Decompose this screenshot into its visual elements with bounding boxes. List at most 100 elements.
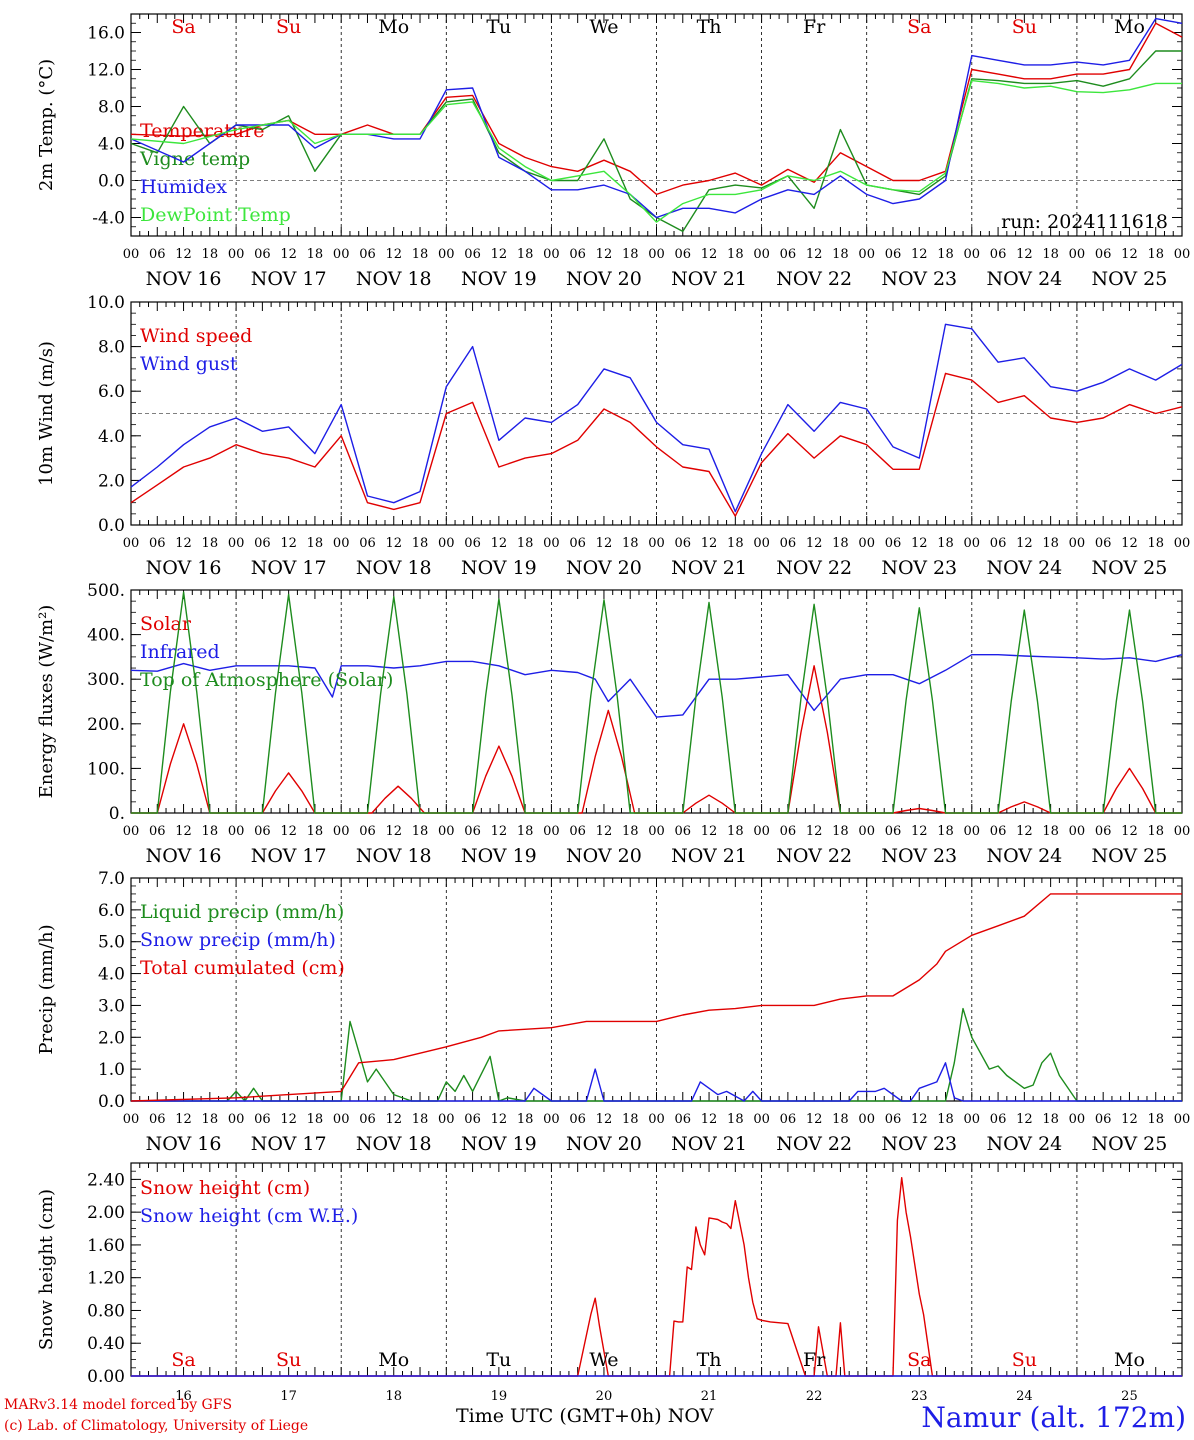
y-tick-label: 1.0 — [98, 1060, 125, 1080]
hour-label: 12 — [596, 247, 613, 262]
hour-label: 18 — [622, 247, 639, 262]
hour-label: 06 — [149, 536, 166, 551]
hour-label: 12 — [1016, 1112, 1033, 1127]
hour-label: 00 — [543, 247, 560, 262]
day-of-week-label: Th — [697, 16, 722, 38]
hour-label: 00 — [123, 824, 140, 839]
hour-label: 06 — [359, 824, 376, 839]
date-label: NOV 16 — [146, 268, 222, 290]
hour-label: 00 — [123, 536, 140, 551]
y-tick-label: 2.0 — [98, 1028, 125, 1048]
hour-label: 18 — [622, 824, 639, 839]
hour-label: 00 — [1174, 247, 1191, 262]
date-label: NOV 20 — [566, 1133, 642, 1155]
day-number-label: 22 — [806, 1389, 823, 1404]
hour-label: 06 — [990, 1112, 1007, 1127]
hour-label: 06 — [149, 824, 166, 839]
legend-entry: Liquid precip (mm/h) — [140, 901, 344, 923]
hour-label: 18 — [1042, 1112, 1059, 1127]
hour-label: 12 — [911, 536, 928, 551]
hour-label: 06 — [1095, 536, 1112, 551]
date-label: NOV 21 — [671, 268, 747, 290]
hour-label: 06 — [675, 824, 692, 839]
date-label: NOV 23 — [881, 845, 957, 867]
hour-label: 06 — [1095, 824, 1112, 839]
hour-label: 12 — [175, 247, 192, 262]
date-label: NOV 18 — [356, 557, 432, 579]
hour-label: 06 — [464, 247, 481, 262]
hour-label: 00 — [964, 824, 981, 839]
panel-3-frame — [130, 589, 1183, 814]
hour-label: 00 — [753, 1112, 770, 1127]
hour-label: 06 — [359, 247, 376, 262]
date-label: NOV 22 — [776, 268, 852, 290]
date-label: NOV 21 — [671, 845, 747, 867]
date-label: NOV 21 — [671, 1133, 747, 1155]
hour-label: 06 — [464, 824, 481, 839]
hour-label: 06 — [675, 1112, 692, 1127]
run-label: run: 2024111618 — [1001, 211, 1168, 233]
day-number-label: 23 — [911, 1389, 928, 1404]
hour-label: 00 — [753, 247, 770, 262]
hour-label: 18 — [727, 824, 744, 839]
hour-label: 12 — [491, 1112, 508, 1127]
hour-label: 00 — [964, 536, 981, 551]
hour-label: 18 — [727, 1112, 744, 1127]
legend-entry: Top of Atmosphere (Solar) — [140, 669, 393, 691]
hour-label: 00 — [1069, 536, 1086, 551]
hour-label: 00 — [1174, 1112, 1191, 1127]
day-of-week-label: Mo — [378, 16, 409, 38]
y-tick-label: 8.0 — [98, 98, 125, 118]
day-of-week-label: We — [589, 16, 618, 38]
y-tick-label: 1.20 — [87, 1269, 125, 1289]
hour-label: 12 — [280, 824, 297, 839]
series-line-top-of-atmosphere-solar- — [131, 591, 1182, 814]
hour-label: 18 — [832, 1112, 849, 1127]
hour-label: 06 — [780, 536, 797, 551]
hour-label: 00 — [753, 824, 770, 839]
legend-entry: Snow height (cm) — [140, 1177, 310, 1199]
day-number-label: 24 — [1016, 1389, 1033, 1404]
x-axis-month: NOV — [667, 1405, 714, 1427]
day-of-week-label-bottom: Sa — [171, 1349, 195, 1371]
day-number-label: 21 — [701, 1389, 718, 1404]
legend-entry: Humidex — [140, 176, 227, 198]
y-tick-label: 7.0 — [98, 869, 125, 889]
date-label: NOV 22 — [776, 1133, 852, 1155]
hour-label: 18 — [307, 824, 324, 839]
hour-label: 18 — [937, 536, 954, 551]
hour-label: 18 — [517, 536, 534, 551]
hour-label: 00 — [858, 824, 875, 839]
day-of-week-label: Su — [1012, 16, 1037, 38]
hour-label: 06 — [675, 536, 692, 551]
day-of-week-label: Mo — [1114, 16, 1145, 38]
hour-label: 18 — [1042, 247, 1059, 262]
hour-label: 06 — [885, 247, 902, 262]
legend-entry: Temperature — [140, 120, 264, 142]
hour-label: 18 — [202, 536, 219, 551]
day-number-label: 17 — [280, 1389, 297, 1404]
hour-label: 12 — [1016, 536, 1033, 551]
y-tick-label: 8.0 — [98, 338, 125, 358]
date-label: NOV 25 — [1092, 268, 1168, 290]
hour-label: 06 — [1095, 247, 1112, 262]
hour-label: 18 — [1147, 536, 1164, 551]
hour-label: 18 — [1042, 824, 1059, 839]
hour-label: 12 — [701, 536, 718, 551]
y-axis-label: 10m Wind (m/s) — [36, 341, 57, 486]
hour-label: 18 — [202, 1112, 219, 1127]
day-of-week-label-bottom: We — [589, 1349, 618, 1371]
y-tick-label: 0. — [109, 804, 125, 824]
date-label: NOV 20 — [566, 845, 642, 867]
hour-label: 12 — [385, 247, 402, 262]
y-tick-label: 400. — [87, 626, 125, 646]
hour-label: 18 — [517, 1112, 534, 1127]
date-label: NOV 21 — [671, 557, 747, 579]
hour-label: 18 — [622, 1112, 639, 1127]
hour-label: 00 — [438, 824, 455, 839]
hour-label: 12 — [911, 1112, 928, 1127]
date-label: NOV 16 — [146, 557, 222, 579]
hour-label: 06 — [885, 536, 902, 551]
hour-label: 12 — [701, 247, 718, 262]
y-tick-label: 4.0 — [98, 427, 125, 447]
